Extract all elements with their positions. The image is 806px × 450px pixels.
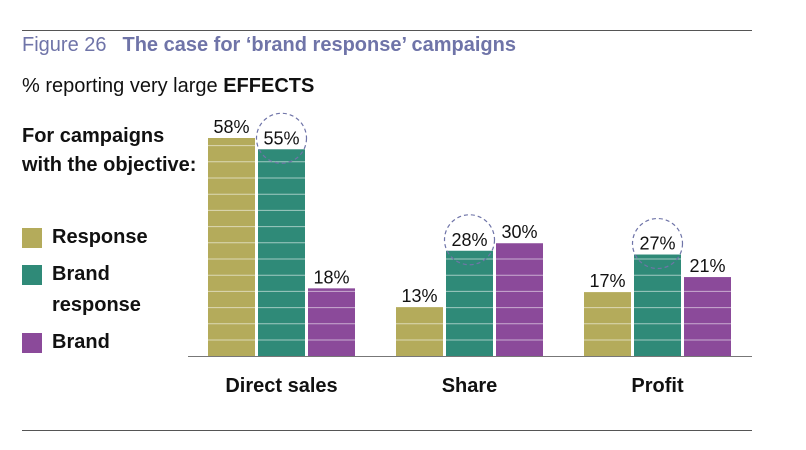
data-label-brand-share: 30% (501, 222, 537, 242)
bar-brand-share (496, 243, 543, 356)
bar-brand-response-profit (634, 254, 681, 356)
bar-brand-profit (684, 277, 731, 356)
highlight-circle-direct-sales (255, 112, 308, 164)
figure-title-text: The case for ‘brand response’ campaigns (122, 34, 516, 56)
category-label-direct-sales: Direct sales (225, 375, 337, 397)
data-label-brand-response-profit: 27% (639, 234, 675, 254)
bar-response-share (396, 307, 443, 356)
data-label-brand-direct-sales: 18% (313, 267, 349, 287)
highlight-circle-share (443, 214, 496, 266)
subtitle-prefix: % reporting very large (22, 75, 224, 97)
legend-title: For campaigns with the objective: (22, 125, 197, 176)
data-label-response-direct-sales: 58% (213, 117, 249, 137)
legend-swatch-brand-response (22, 265, 42, 285)
bar-brand-response-share (446, 250, 493, 356)
bar-brand-direct-sales (308, 288, 355, 356)
data-label-response-profit: 17% (589, 271, 625, 291)
data-label-brand-response-share: 28% (451, 230, 487, 250)
legend-item-response: Response (22, 222, 202, 253)
legend-item-brand: Brand (22, 327, 202, 358)
bottom-rule (22, 430, 752, 431)
legend-label-brand: Brand (52, 331, 110, 353)
legend-swatch-response (22, 228, 42, 248)
data-label-brand-response-direct-sales: 55% (263, 128, 299, 148)
legend-item-brand-response: Brand response (22, 259, 202, 321)
bar-brand-response-direct-sales (258, 149, 305, 356)
data-label-response-share: 13% (401, 286, 437, 306)
subtitle-bold: EFFECTS (223, 75, 315, 97)
category-label-share: Share (442, 375, 498, 397)
figure-label: Figure 26 (22, 34, 107, 56)
top-rule (22, 30, 752, 31)
highlight-circle-profit (631, 217, 684, 270)
legend-label-brand-response: Brand response (52, 263, 141, 316)
bar-response-direct-sales (208, 138, 255, 356)
category-label-profit: Profit (631, 375, 684, 397)
data-label-brand-profit: 21% (689, 256, 725, 276)
legend-swatch-brand (22, 333, 42, 353)
figure-title: Figure 26 The case for ‘brand response’ c… (22, 34, 516, 57)
legend: Response Brand response Brand (22, 222, 202, 364)
chart-subtitle: % reporting very large EFFECTS (22, 75, 314, 98)
legend-label-response: Response (52, 226, 148, 248)
